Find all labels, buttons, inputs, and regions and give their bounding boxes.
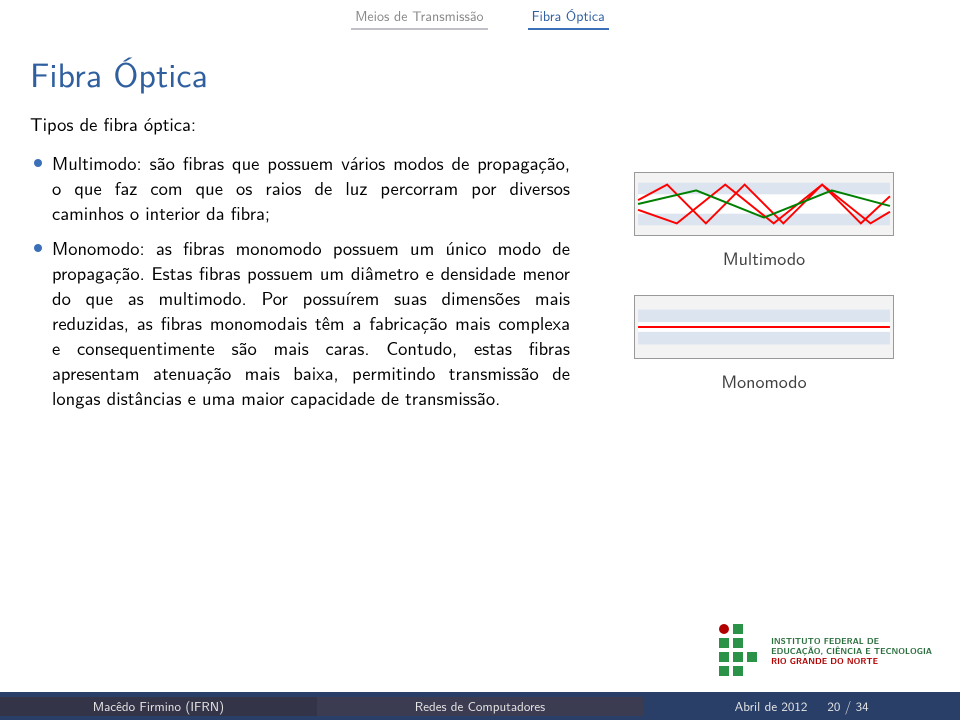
monomodo-label: Monomodo bbox=[721, 367, 806, 394]
nav-bar bbox=[351, 28, 487, 30]
logo-square-icon bbox=[733, 666, 743, 676]
multimodo-diagram bbox=[634, 172, 894, 236]
logo-squares-icon bbox=[719, 624, 763, 678]
footer-page: 20 / 34 bbox=[827, 697, 868, 716]
logo-square-icon bbox=[733, 652, 743, 662]
bullet-list: Multimodo: são fibras que possuem vários… bbox=[30, 151, 570, 411]
text-column: Tipos de fibra óptica: Multimodo: são fi… bbox=[30, 112, 570, 421]
logo-square-icon bbox=[733, 624, 743, 634]
breadcrumb-nav: Meios de Transmissão Fibra Óptica bbox=[0, 0, 960, 30]
nav-label-section: Meios de Transmissão bbox=[351, 6, 487, 26]
nav-bar-active bbox=[528, 28, 609, 30]
diagram-column: Multimodo Monomodo bbox=[598, 112, 930, 421]
logo-square-icon bbox=[719, 652, 729, 662]
logo-square-icon bbox=[733, 638, 743, 648]
multimodo-label: Multimodo bbox=[723, 244, 805, 271]
nav-label-subsection: Fibra Óptica bbox=[528, 6, 609, 26]
footer-author: Macêdo Firmino (IFRN) bbox=[0, 697, 317, 716]
nav-item-section[interactable]: Meios de Transmissão bbox=[351, 6, 487, 30]
logo-square-icon bbox=[747, 652, 757, 662]
page-title: Fibra Óptica bbox=[0, 30, 960, 112]
footer-bar: Macêdo Firmino (IFRN) Redes de Computado… bbox=[0, 692, 960, 720]
footer-title: Redes de Computadores bbox=[317, 697, 643, 716]
footer-date-page: Abril de 2012 20 / 34 bbox=[643, 697, 960, 716]
logo-line3: RIO GRANDE DO NORTE bbox=[771, 656, 932, 666]
monomodo-diagram bbox=[634, 295, 894, 359]
nav-item-subsection[interactable]: Fibra Óptica bbox=[528, 6, 609, 30]
institution-logo: INSTITUTO FEDERAL DE EDUCAÇÃO, CIÊNCIA E… bbox=[719, 624, 932, 678]
bullet-item-monomodo: Monomodo: as fibras monomodo possuem um … bbox=[30, 236, 570, 411]
logo-square-icon bbox=[719, 666, 729, 676]
logo-dot-icon bbox=[719, 624, 729, 634]
subtitle: Tipos de fibra óptica: bbox=[30, 112, 570, 137]
logo-square-icon bbox=[719, 638, 729, 648]
bullet-item-multimodo: Multimodo: são fibras que possuem vários… bbox=[30, 151, 570, 226]
content-area: Tipos de fibra óptica: Multimodo: são fi… bbox=[0, 112, 960, 421]
logo-text: INSTITUTO FEDERAL DE EDUCAÇÃO, CIÊNCIA E… bbox=[771, 636, 932, 665]
footer-date: Abril de 2012 bbox=[735, 697, 808, 716]
